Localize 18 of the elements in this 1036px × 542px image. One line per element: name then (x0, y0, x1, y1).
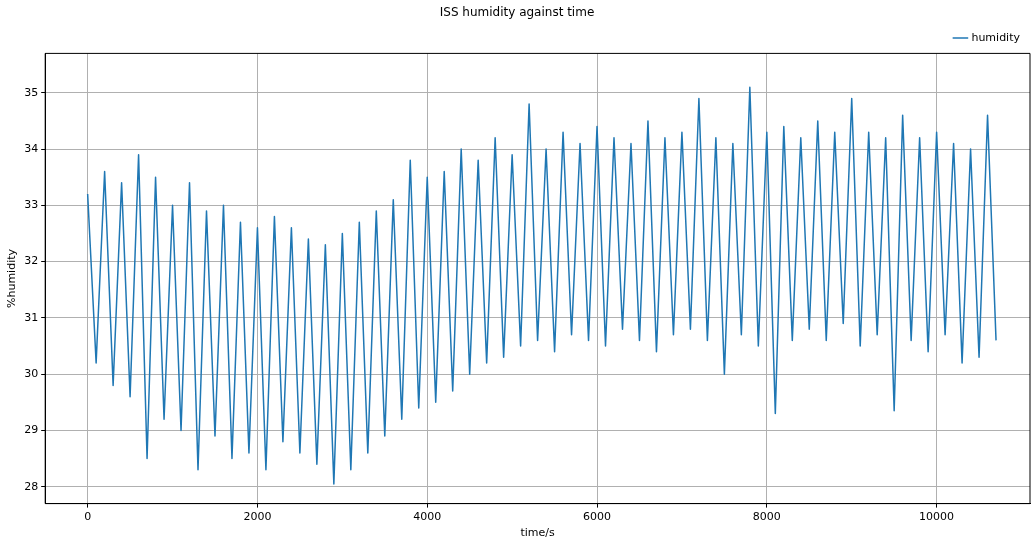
x-tick-label: 6000 (583, 510, 612, 524)
x-tick-label: 10000 (919, 510, 955, 524)
y-tick-label: 31 (24, 310, 39, 324)
x-tick-label: 8000 (752, 510, 781, 524)
x-tick-label: 0 (84, 510, 92, 524)
x-tick-label: 4000 (413, 510, 442, 524)
x-tick-label: 2000 (243, 510, 272, 524)
y-tick-label: 33 (24, 198, 39, 212)
legend-label: humidity (971, 30, 1021, 44)
y-tick-label: 34 (24, 141, 39, 155)
y-tick-label: 32 (24, 254, 39, 268)
x-axis-title: time/s (520, 526, 556, 540)
y-tick-label: 29 (24, 423, 39, 437)
y-tick-label: 30 (24, 367, 39, 381)
y-axis-title: %humidity (5, 248, 19, 309)
y-tick-label: 35 (24, 85, 39, 99)
y-tick-label: 28 (24, 479, 39, 493)
chart-title: ISS humidity against time (439, 5, 595, 20)
